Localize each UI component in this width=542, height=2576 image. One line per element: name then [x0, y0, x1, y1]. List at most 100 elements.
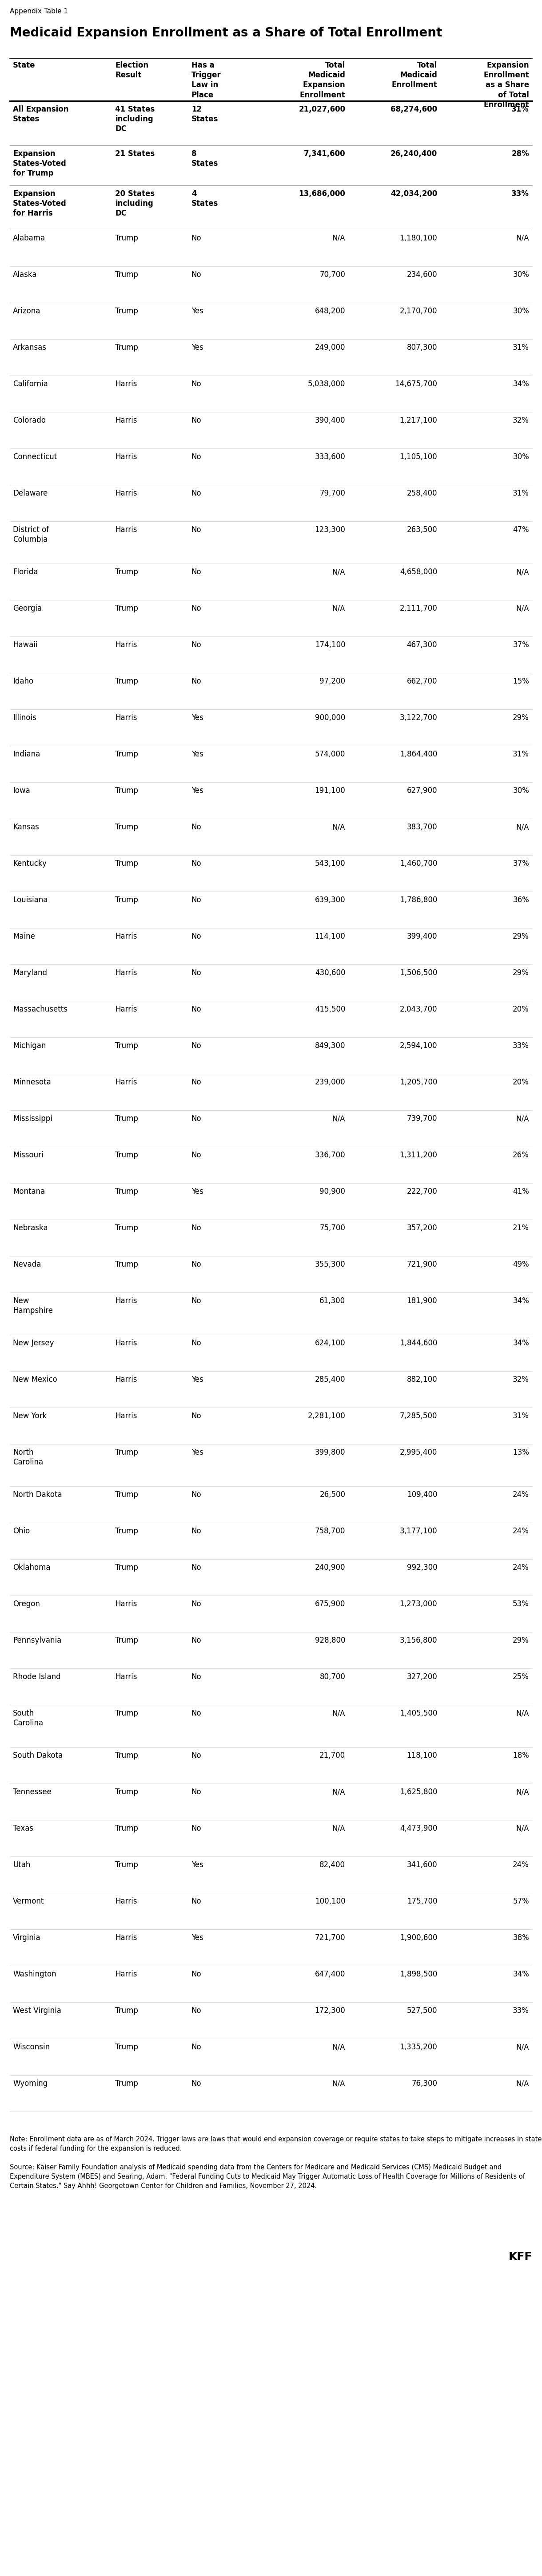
Text: 399,800: 399,800 [315, 1448, 345, 1455]
Text: New York: New York [13, 1412, 47, 1419]
Text: 109,400: 109,400 [407, 1492, 437, 1499]
Text: 57%: 57% [513, 1899, 529, 1906]
Text: 739,700: 739,700 [407, 1115, 437, 1123]
Text: Trump: Trump [115, 1528, 138, 1535]
Text: N/A: N/A [332, 605, 345, 613]
Text: 2,043,700: 2,043,700 [399, 1005, 437, 1012]
Text: 662,700: 662,700 [407, 677, 437, 685]
Text: Pennsylvania: Pennsylvania [13, 1636, 61, 1643]
Text: 42,034,200: 42,034,200 [390, 191, 437, 198]
Text: 1,217,100: 1,217,100 [399, 417, 437, 425]
Text: Total
Medicaid
Expansion
Enrollment: Total Medicaid Expansion Enrollment [300, 62, 345, 98]
Text: Expansion
States-Voted
for Harris: Expansion States-Voted for Harris [13, 191, 67, 216]
Text: Harris: Harris [115, 1971, 137, 1978]
Text: No: No [191, 1041, 202, 1051]
Text: 30%: 30% [513, 786, 529, 793]
Text: 758,700: 758,700 [315, 1528, 345, 1535]
Text: 30%: 30% [513, 453, 529, 461]
Text: 3,177,100: 3,177,100 [399, 1528, 437, 1535]
Text: Yes: Yes [191, 1376, 203, 1383]
Text: Hawaii: Hawaii [13, 641, 37, 649]
Text: Appendix Table 1: Appendix Table 1 [10, 8, 68, 15]
Text: Harris: Harris [115, 1005, 137, 1012]
Text: Oregon: Oregon [13, 1600, 40, 1607]
Text: 26,240,400: 26,240,400 [390, 149, 437, 157]
Text: Yes: Yes [191, 1448, 203, 1455]
Text: 7,341,600: 7,341,600 [304, 149, 345, 157]
Text: 21,027,600: 21,027,600 [299, 106, 345, 113]
Text: Harris: Harris [115, 489, 137, 497]
Text: No: No [191, 1492, 202, 1499]
Text: 383,700: 383,700 [406, 824, 437, 832]
Text: Trump: Trump [115, 1564, 138, 1571]
Text: Harris: Harris [115, 417, 137, 425]
Text: 20%: 20% [513, 1079, 529, 1087]
Text: 31%: 31% [513, 1412, 529, 1419]
Text: Arizona: Arizona [13, 307, 41, 314]
Text: No: No [191, 1079, 202, 1087]
Text: Connecticut: Connecticut [13, 453, 57, 461]
Text: 2,111,700: 2,111,700 [399, 605, 437, 613]
Text: Trump: Trump [115, 234, 138, 242]
Text: 34%: 34% [513, 1971, 529, 1978]
Text: N/A: N/A [332, 2043, 345, 2050]
Text: Yes: Yes [191, 786, 203, 793]
Text: Trump: Trump [115, 567, 138, 577]
Text: 114,100: 114,100 [315, 933, 345, 940]
Text: 33%: 33% [513, 1041, 529, 1051]
Text: Trump: Trump [115, 1151, 138, 1159]
Text: 174,100: 174,100 [315, 641, 345, 649]
Text: No: No [191, 896, 202, 904]
Text: 33%: 33% [513, 2007, 529, 2014]
Text: Wisconsin: Wisconsin [13, 2043, 50, 2050]
Text: Florida: Florida [13, 567, 38, 577]
Text: 928,800: 928,800 [315, 1636, 345, 1643]
Text: N/A: N/A [516, 1824, 529, 1832]
Text: Iowa: Iowa [13, 786, 30, 793]
Text: N/A: N/A [332, 1115, 345, 1123]
Text: Harris: Harris [115, 1899, 137, 1906]
Text: Trump: Trump [115, 750, 138, 757]
Text: 41%: 41% [513, 1188, 529, 1195]
Text: No: No [191, 1296, 202, 1306]
Text: Trump: Trump [115, 1448, 138, 1455]
Text: 4,658,000: 4,658,000 [400, 567, 437, 577]
Text: Yes: Yes [191, 1188, 203, 1195]
Text: Harris: Harris [115, 1600, 137, 1607]
Text: Harris: Harris [115, 1340, 137, 1347]
Text: No: No [191, 526, 202, 533]
Text: No: No [191, 1340, 202, 1347]
Text: No: No [191, 1151, 202, 1159]
Text: 25%: 25% [513, 1672, 529, 1682]
Text: No: No [191, 1636, 202, 1643]
Text: Medicaid Expansion Enrollment as a Share of Total Enrollment: Medicaid Expansion Enrollment as a Share… [10, 26, 442, 39]
Text: Harris: Harris [115, 1376, 137, 1383]
Text: 100,100: 100,100 [315, 1899, 345, 1906]
Text: N/A: N/A [332, 2079, 345, 2087]
Text: Note: Enrollment data are as of March 2024. Trigger laws are laws that would end: Note: Enrollment data are as of March 20… [10, 2136, 541, 2190]
Text: Colorado: Colorado [13, 417, 46, 425]
Text: Yes: Yes [191, 307, 203, 314]
Text: Harris: Harris [115, 933, 137, 940]
Text: N/A: N/A [332, 567, 345, 577]
Text: No: No [191, 381, 202, 389]
Text: 624,100: 624,100 [315, 1340, 345, 1347]
Text: Trump: Trump [115, 1115, 138, 1123]
Text: 8
States: 8 States [191, 149, 218, 167]
Text: No: No [191, 2043, 202, 2050]
Text: 172,300: 172,300 [315, 2007, 345, 2014]
Text: N/A: N/A [332, 234, 345, 242]
Text: No: No [191, 453, 202, 461]
Text: 1,460,700: 1,460,700 [400, 860, 437, 868]
Text: 807,300: 807,300 [407, 343, 437, 350]
Text: Harris: Harris [115, 381, 137, 389]
Text: 29%: 29% [513, 933, 529, 940]
Text: N/A: N/A [516, 234, 529, 242]
Text: 285,400: 285,400 [315, 1376, 345, 1383]
Text: Trump: Trump [115, 1860, 138, 1870]
Text: Expansion
States-Voted
for Trump: Expansion States-Voted for Trump [13, 149, 67, 178]
Text: 29%: 29% [513, 969, 529, 976]
Text: Trump: Trump [115, 860, 138, 868]
Text: No: No [191, 933, 202, 940]
Text: 175,700: 175,700 [407, 1899, 437, 1906]
